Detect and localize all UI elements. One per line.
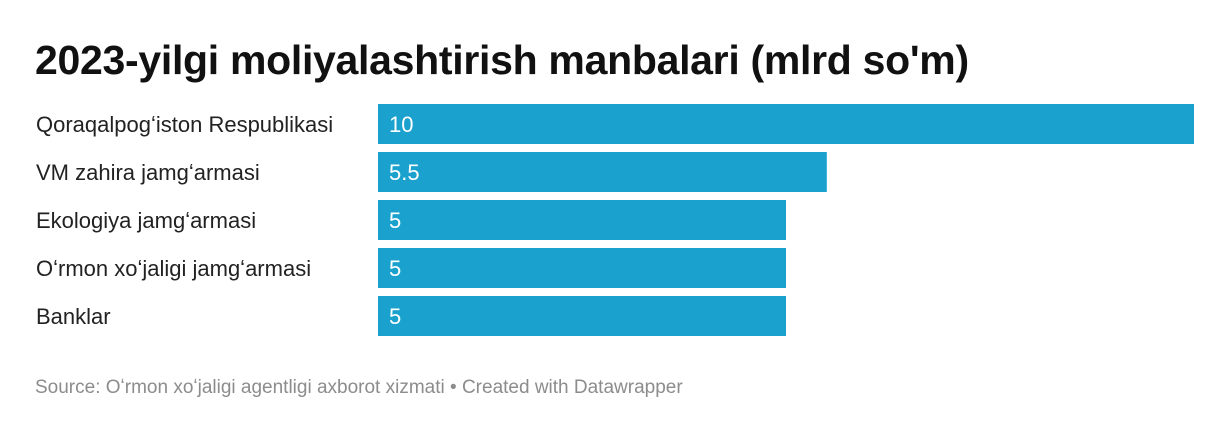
- bar: [378, 152, 827, 192]
- bar: [378, 104, 1194, 144]
- bar: [378, 296, 786, 336]
- category-label: VM zahira jamgʻarmasi: [36, 160, 260, 185]
- chart-footer: Source: Oʻrmon xoʻjaligi agentligi axbor…: [35, 376, 683, 400]
- bar-value-label: 5: [389, 304, 401, 329]
- bar-value-label: 10: [389, 112, 413, 137]
- source-note: Source: Oʻrmon xoʻjaligi agentligi axbor…: [35, 377, 445, 398]
- category-label: Ekologiya jamgʻarmasi: [36, 208, 256, 233]
- bar: [378, 248, 786, 288]
- bar-value-label: 5: [389, 256, 401, 281]
- category-labels: Qoraqalpogʻiston Respublikasi VM zahira j…: [36, 112, 333, 329]
- bar-value-label: 5: [389, 208, 401, 233]
- bar: [378, 200, 786, 240]
- category-label: Qoraqalpogʻiston Respublikasi: [36, 112, 333, 137]
- category-label: Banklar: [36, 304, 111, 329]
- bar-value-label: 5.5: [389, 160, 420, 185]
- value-labels: 10 5.5 5 5 5: [389, 112, 420, 329]
- footer-separator: •: [450, 377, 457, 398]
- chart-title: 2023-yilgi moliyalashtirish manbalari (m…: [35, 37, 969, 83]
- category-label: Oʻrmon xoʻjaligi jamgʻarmasi: [36, 256, 311, 281]
- bars: [378, 104, 1194, 336]
- datawrapper-credit: Created with Datawrapper: [461, 377, 683, 398]
